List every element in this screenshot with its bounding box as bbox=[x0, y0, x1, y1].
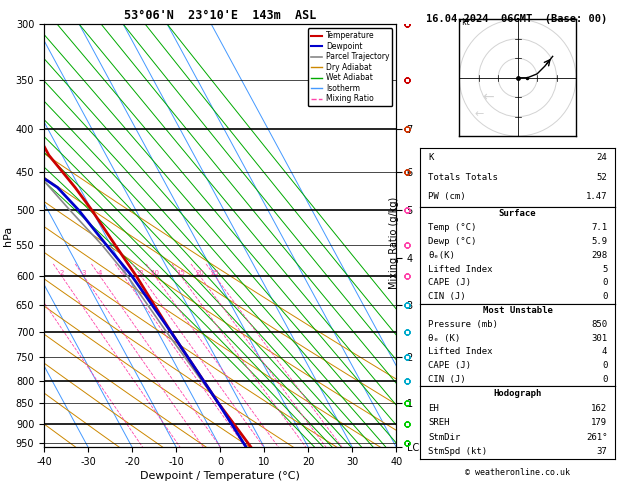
Text: 0: 0 bbox=[602, 375, 608, 384]
Text: StmDir: StmDir bbox=[428, 433, 460, 442]
Text: θₑ (K): θₑ (K) bbox=[428, 334, 460, 343]
Text: 0: 0 bbox=[602, 278, 608, 287]
Text: 24: 24 bbox=[597, 154, 608, 162]
Text: Temp (°C): Temp (°C) bbox=[428, 223, 476, 232]
Text: CAPE (J): CAPE (J) bbox=[428, 361, 471, 370]
Text: kt: kt bbox=[461, 18, 470, 27]
Text: Pressure (mb): Pressure (mb) bbox=[428, 320, 498, 329]
Text: 2: 2 bbox=[60, 270, 64, 276]
Text: Hodograph: Hodograph bbox=[494, 389, 542, 398]
Y-axis label: hPa: hPa bbox=[3, 226, 13, 246]
Text: PW (cm): PW (cm) bbox=[428, 192, 465, 201]
Text: 25: 25 bbox=[211, 270, 220, 276]
Text: 5.9: 5.9 bbox=[591, 237, 608, 246]
Text: Lifted Index: Lifted Index bbox=[428, 347, 493, 356]
Text: 298: 298 bbox=[591, 251, 608, 260]
Text: Totals Totals: Totals Totals bbox=[428, 173, 498, 182]
Text: 0: 0 bbox=[602, 292, 608, 301]
Text: © weatheronline.co.uk: © weatheronline.co.uk bbox=[465, 468, 569, 477]
Text: 52: 52 bbox=[597, 173, 608, 182]
Text: 37: 37 bbox=[597, 448, 608, 456]
Text: StmSpd (kt): StmSpd (kt) bbox=[428, 448, 487, 456]
Text: 301: 301 bbox=[591, 334, 608, 343]
Text: 4: 4 bbox=[602, 347, 608, 356]
Text: 7.1: 7.1 bbox=[591, 223, 608, 232]
Text: Dewp (°C): Dewp (°C) bbox=[428, 237, 476, 246]
Text: ←: ← bbox=[482, 90, 494, 104]
Y-axis label: km
ASL: km ASL bbox=[427, 226, 449, 245]
Text: 16.04.2024  06GMT  (Base: 00): 16.04.2024 06GMT (Base: 00) bbox=[426, 14, 608, 24]
Text: 3: 3 bbox=[82, 270, 86, 276]
Text: CIN (J): CIN (J) bbox=[428, 375, 465, 384]
Text: 15: 15 bbox=[177, 270, 186, 276]
Text: Most Unstable: Most Unstable bbox=[482, 306, 553, 315]
Text: 1.47: 1.47 bbox=[586, 192, 608, 201]
Text: 850: 850 bbox=[591, 320, 608, 329]
Title: 53°06'N  23°10'E  143m  ASL: 53°06'N 23°10'E 143m ASL bbox=[124, 9, 316, 22]
Text: θₑ(K): θₑ(K) bbox=[428, 251, 455, 260]
Text: 20: 20 bbox=[196, 270, 204, 276]
Text: EH: EH bbox=[428, 404, 438, 413]
Text: 5: 5 bbox=[602, 264, 608, 274]
X-axis label: Dewpoint / Temperature (°C): Dewpoint / Temperature (°C) bbox=[140, 471, 300, 481]
Text: 0: 0 bbox=[602, 361, 608, 370]
Text: 6: 6 bbox=[121, 270, 126, 276]
Text: Mixing Ratio (g/kg): Mixing Ratio (g/kg) bbox=[389, 197, 399, 289]
Text: 8: 8 bbox=[139, 270, 143, 276]
Text: K: K bbox=[428, 154, 433, 162]
Text: CIN (J): CIN (J) bbox=[428, 292, 465, 301]
Text: 162: 162 bbox=[591, 404, 608, 413]
Text: ←: ← bbox=[475, 109, 484, 119]
Text: Surface: Surface bbox=[499, 209, 537, 218]
Text: SREH: SREH bbox=[428, 418, 450, 427]
Legend: Temperature, Dewpoint, Parcel Trajectory, Dry Adiabat, Wet Adiabat, Isotherm, Mi: Temperature, Dewpoint, Parcel Trajectory… bbox=[308, 28, 392, 106]
Text: CAPE (J): CAPE (J) bbox=[428, 278, 471, 287]
Text: 10: 10 bbox=[150, 270, 160, 276]
Text: Lifted Index: Lifted Index bbox=[428, 264, 493, 274]
Text: 4: 4 bbox=[98, 270, 103, 276]
Text: 261°: 261° bbox=[586, 433, 608, 442]
Text: 179: 179 bbox=[591, 418, 608, 427]
